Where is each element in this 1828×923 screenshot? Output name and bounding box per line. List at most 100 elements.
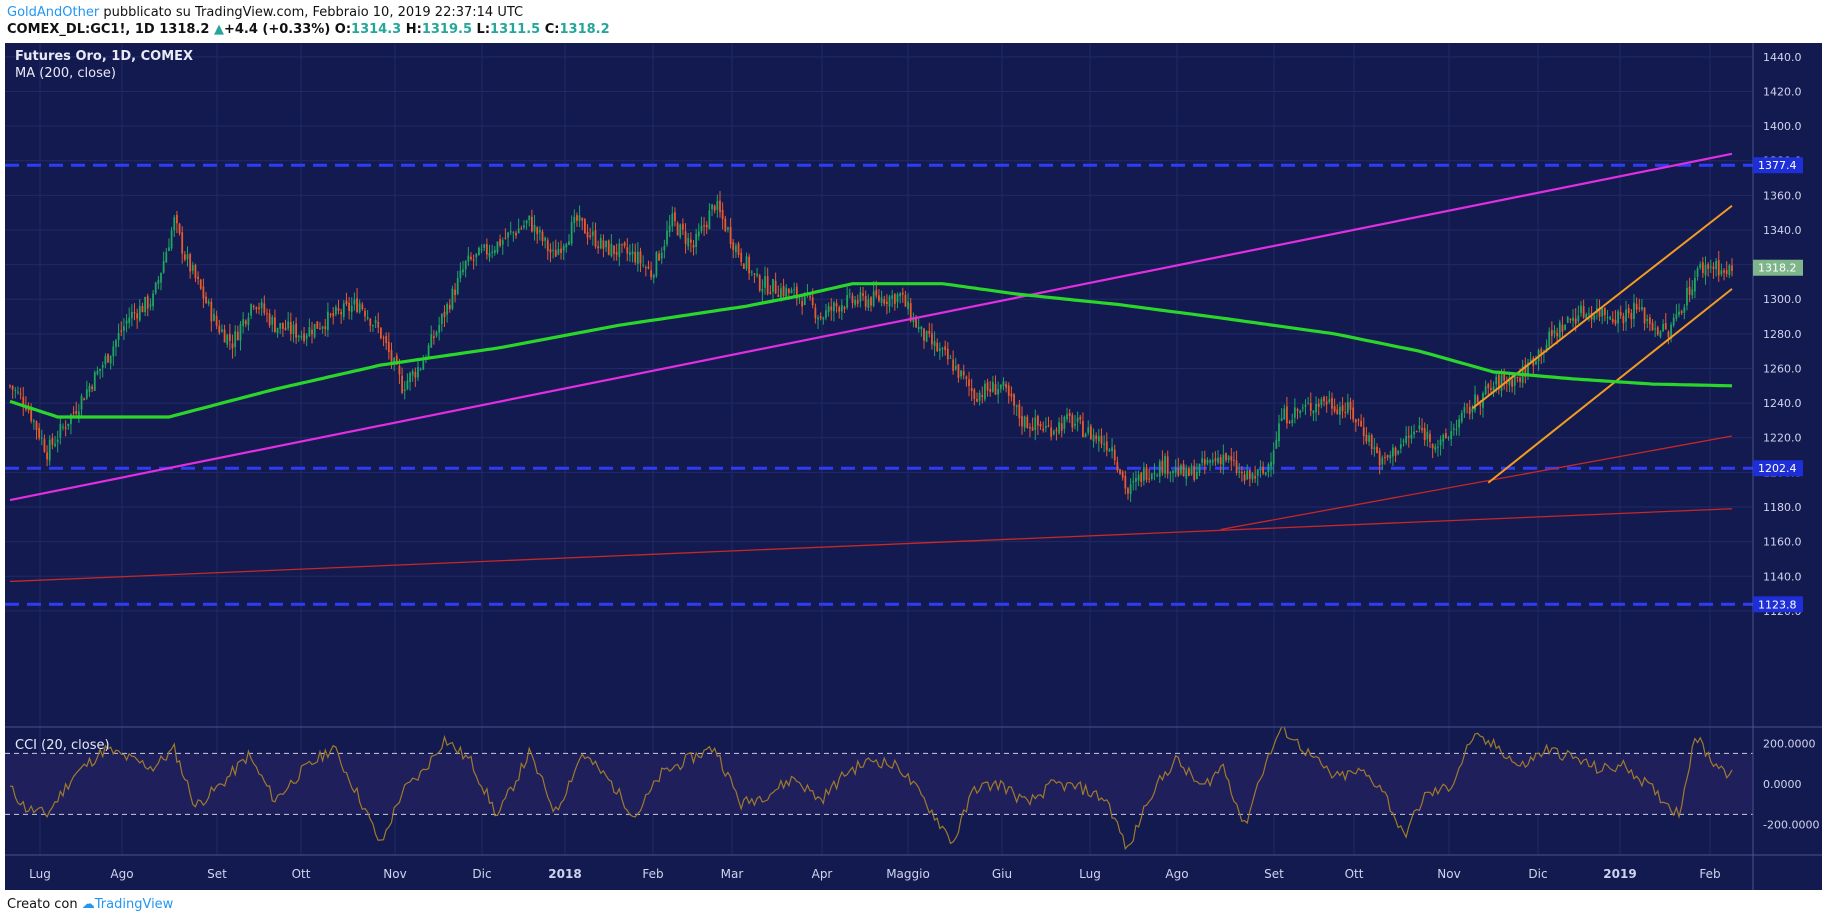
candle-body [1500,375,1503,391]
candle-body [870,297,872,306]
candle-body [1158,461,1161,477]
candle-body [835,303,838,307]
candle-body [417,367,419,378]
author-link[interactable]: GoldAndOther [7,5,100,20]
candle-body [1421,428,1423,431]
candle-body [946,348,949,360]
candle-body [965,376,968,379]
up-arrow-icon: ▲ [213,22,224,37]
candle-body [101,365,104,368]
time-tick-label: Maggio [886,867,930,881]
candle-body [160,272,162,283]
candle-body [615,252,618,255]
candle-body [565,244,568,248]
candle-body [552,249,554,251]
candle-body [719,200,721,213]
candle-body [1654,328,1657,330]
candle-body [83,398,86,401]
candle-body [724,218,727,232]
price-level-tag [1753,460,1803,477]
candle-body [772,278,774,292]
candle-body [941,348,944,350]
candle-body [1672,317,1675,326]
candle-body [909,303,912,321]
candle-body [1593,315,1596,320]
candle-body [422,361,425,370]
candle-body [652,275,655,279]
candle-body [435,332,438,336]
candle-body [976,398,978,402]
candle-body [247,317,250,326]
candle-body [856,300,859,304]
candle-body [443,311,446,317]
candle-body [1097,435,1100,442]
time-tick-label: Set [207,867,227,881]
candle-body [1617,311,1619,324]
candle-body [994,384,997,395]
candle-body [287,321,290,329]
candle-body [917,326,920,330]
candle-body [840,305,843,312]
candle-body [1524,364,1527,377]
time-tick-label: Set [1264,867,1284,881]
candle-body [1479,404,1482,406]
candle-body [594,230,597,247]
candle-body [827,306,830,313]
candle-body [878,295,880,301]
candle-body [599,237,602,249]
candle-body [1601,308,1604,317]
candle-body [138,306,141,321]
candle-body [75,411,78,414]
candle-body [676,223,679,236]
candle-body [952,359,955,371]
candle-body [472,259,475,261]
candle-body [618,243,621,257]
candle-body [1680,311,1683,314]
candle-body [880,297,883,303]
candle-body [1320,399,1323,405]
candle-body [1633,302,1635,320]
candle-body [544,237,547,241]
candle-body [199,279,202,289]
candle-body [1015,405,1018,407]
candle-body [748,256,751,274]
candle-body [1357,419,1360,421]
candle-body [244,320,247,324]
tradingview-link[interactable]: TradingView [94,897,174,912]
candle-body [104,356,107,365]
candle-body [1519,377,1521,382]
candle-body [1119,469,1121,474]
candle-body [1180,464,1182,474]
candle-body [1635,303,1638,310]
candle-body [536,227,539,235]
candle-body [305,335,308,339]
candle-body [120,330,123,332]
candle-body [96,370,99,375]
candle-body [9,385,11,387]
candle-body [1656,327,1659,335]
candle-body [157,280,160,284]
candle-body [541,231,544,242]
candle-body [586,232,589,238]
candle-body [819,316,822,319]
price-chart[interactable]: 1120.01140.01160.01180.01200.01220.01240… [0,43,1828,890]
candle-body [406,380,409,390]
time-axis[interactable]: Lug Ago Set Ott Nov Dic 2018 Feb Mar Apr Maggio Giu… [29,867,1720,881]
candle-body [1092,434,1095,442]
candle-body [798,298,801,300]
candle-body [1611,319,1614,322]
candle-body [88,385,91,392]
candle-body [271,317,274,325]
candle-body [1431,444,1434,449]
candle-body [1468,406,1471,415]
open-label: O: [334,22,352,37]
candle-body [1087,427,1090,433]
candle-body [313,323,316,337]
candle-body [170,230,173,249]
price-axis[interactable]: 1120.01140.01160.01180.01200.01220.01240… [1753,51,1819,832]
candle-body [1381,457,1384,465]
candle-body [530,216,533,232]
cci-tick-label: 0.0000 [1763,778,1802,791]
candle-body [236,332,239,341]
candle-body [470,256,472,260]
